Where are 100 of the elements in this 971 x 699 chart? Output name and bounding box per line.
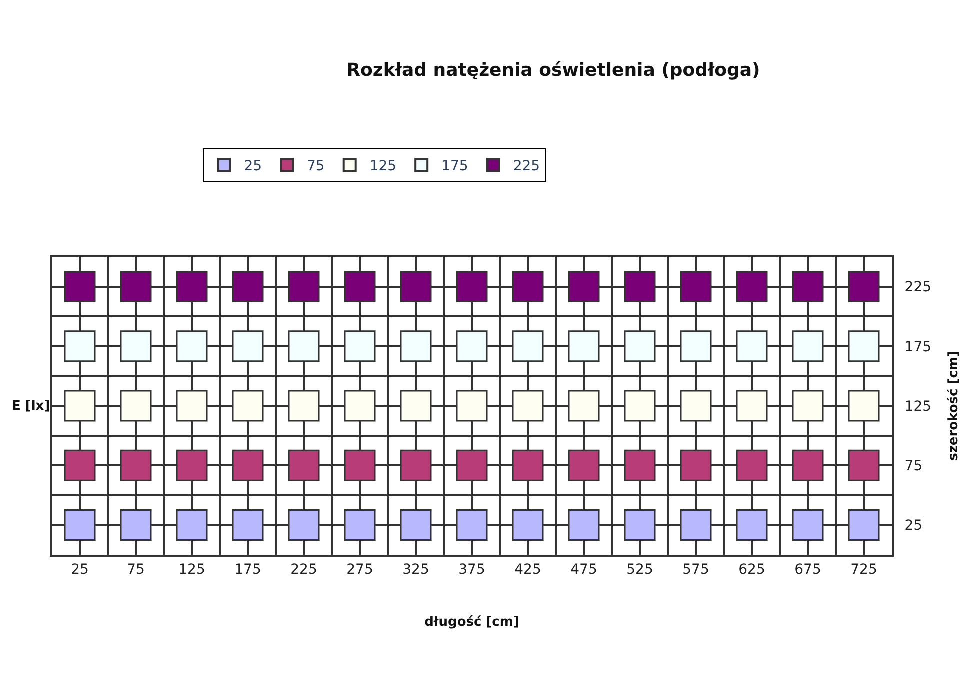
point (120, 330, 152, 362)
chart-title: Rozkład natężenia oświetlenia (podłoga) (346, 60, 760, 82)
point (848, 271, 880, 303)
point (176, 390, 208, 422)
point (64, 330, 96, 362)
point (512, 450, 544, 482)
point (512, 330, 544, 362)
point (456, 271, 488, 303)
point (344, 271, 376, 303)
point (624, 390, 656, 422)
point (288, 450, 320, 482)
point (344, 330, 376, 362)
x-tick-label: 575 (682, 562, 710, 578)
x-tick-label: 325 (402, 562, 430, 578)
point (736, 509, 768, 541)
point (848, 390, 880, 422)
x-tick-label: 75 (127, 562, 145, 578)
point (680, 271, 712, 303)
point (792, 271, 824, 303)
point (344, 390, 376, 422)
y-tick-label: 25 (904, 518, 923, 534)
point (848, 450, 880, 482)
point (64, 390, 96, 422)
point (568, 509, 600, 541)
point (288, 509, 320, 541)
point (176, 330, 208, 362)
point (64, 450, 96, 482)
point (120, 450, 152, 482)
point (792, 450, 824, 482)
point (288, 330, 320, 362)
x-tick-label: 475 (570, 562, 598, 578)
point (120, 390, 152, 422)
text: E [lx] (12, 399, 50, 414)
x-tick-label: 175 (234, 562, 262, 578)
legend-label: 125 (370, 158, 397, 175)
point (568, 330, 600, 362)
point (736, 390, 768, 422)
point (232, 390, 264, 422)
point (680, 450, 712, 482)
point (624, 330, 656, 362)
point (176, 450, 208, 482)
x-tick-label: 25 (71, 562, 89, 578)
point (288, 271, 320, 303)
point (400, 509, 432, 541)
point (512, 271, 544, 303)
point (736, 450, 768, 482)
point (232, 509, 264, 541)
point (400, 450, 432, 482)
x-tick-label: 275 (346, 562, 374, 578)
x-tick-label: 675 (794, 562, 822, 578)
point (568, 271, 600, 303)
point (344, 450, 376, 482)
legend-label: 25 (244, 158, 262, 175)
y-tick-label: 125 (904, 398, 932, 415)
y-tick-label: 225 (904, 280, 932, 296)
point (400, 271, 432, 303)
x-tick-label: 525 (626, 562, 654, 578)
x-tick-label: 625 (738, 562, 766, 578)
point (456, 509, 488, 541)
point (456, 390, 488, 422)
point (400, 390, 432, 422)
point (624, 509, 656, 541)
point (680, 330, 712, 362)
point (456, 330, 488, 362)
legend-label: 225 (513, 158, 540, 175)
point (64, 271, 96, 303)
x-tick-label: 125 (178, 562, 206, 578)
point (792, 390, 824, 422)
point (400, 330, 432, 362)
point (512, 390, 544, 422)
point (176, 509, 208, 541)
point (624, 271, 656, 303)
x-tick-label: 225 (290, 562, 318, 578)
legend-label: 75 (307, 158, 325, 175)
point (176, 271, 208, 303)
point (792, 509, 824, 541)
point (120, 509, 152, 541)
x-axis-title: długość [cm] (424, 614, 520, 630)
point (232, 271, 264, 303)
point (736, 271, 768, 303)
point (568, 450, 600, 482)
x-tick-label: 425 (514, 562, 542, 578)
point (64, 509, 96, 541)
point (288, 390, 320, 422)
point (232, 330, 264, 362)
y-tick-label: 75 (904, 458, 923, 474)
point (792, 330, 824, 362)
point (344, 509, 376, 541)
point (624, 450, 656, 482)
y-tick-label: 175 (904, 339, 932, 356)
point (232, 450, 264, 482)
point (512, 509, 544, 541)
point (568, 390, 600, 422)
point (120, 271, 152, 303)
x-tick-label: 375 (458, 562, 486, 578)
point (736, 330, 768, 362)
x-tick-label: 725 (850, 562, 878, 578)
point (456, 450, 488, 482)
point (848, 330, 880, 362)
point (680, 390, 712, 422)
